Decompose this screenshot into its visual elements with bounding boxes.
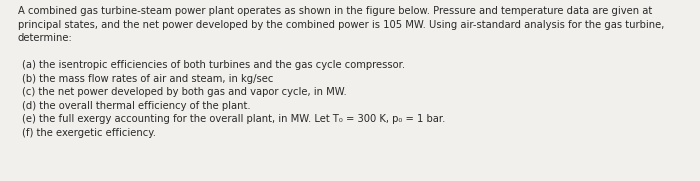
Text: (e) the full exergy accounting for the overall plant, in MW. Let T₀ = 300 K, p₀ : (e) the full exergy accounting for the o… bbox=[22, 115, 445, 125]
Text: principal states, and the net power developed by the combined power is 105 MW. U: principal states, and the net power deve… bbox=[18, 20, 664, 30]
Text: (c) the net power developed by both gas and vapor cycle, in MW.: (c) the net power developed by both gas … bbox=[22, 87, 346, 98]
Text: (d) the overall thermal efficiency of the plant.: (d) the overall thermal efficiency of th… bbox=[22, 101, 251, 111]
Text: determine:: determine: bbox=[18, 33, 73, 43]
Text: (a) the isentropic efficiencies of both turbines and the gas cycle compressor.: (a) the isentropic efficiencies of both … bbox=[22, 60, 405, 71]
Text: (b) the mass flow rates of air and steam, in kg/sec: (b) the mass flow rates of air and steam… bbox=[22, 74, 274, 84]
Text: (f) the exergetic efficiency.: (f) the exergetic efficiency. bbox=[22, 128, 156, 138]
Text: A combined gas turbine-steam power plant operates as shown in the figure below. : A combined gas turbine-steam power plant… bbox=[18, 6, 652, 16]
